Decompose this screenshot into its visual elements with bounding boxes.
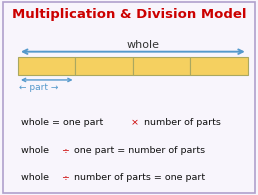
- Bar: [190, 57, 248, 75]
- Text: ← part →: ← part →: [19, 83, 59, 92]
- Text: whole: whole: [127, 40, 160, 50]
- Text: ÷: ÷: [61, 146, 69, 155]
- Text: whole = one part: whole = one part: [21, 118, 106, 127]
- Bar: [133, 57, 190, 75]
- Text: number of parts = one part: number of parts = one part: [71, 173, 205, 182]
- Bar: [75, 57, 133, 75]
- Text: number of parts: number of parts: [141, 118, 221, 127]
- Text: ×: ×: [131, 118, 139, 127]
- Text: one part = number of parts: one part = number of parts: [71, 146, 205, 155]
- Text: Multiplication & Division Model: Multiplication & Division Model: [12, 8, 246, 21]
- Text: whole: whole: [21, 173, 52, 182]
- Text: ÷: ÷: [61, 173, 69, 182]
- Text: whole: whole: [21, 146, 52, 155]
- Bar: [18, 57, 75, 75]
